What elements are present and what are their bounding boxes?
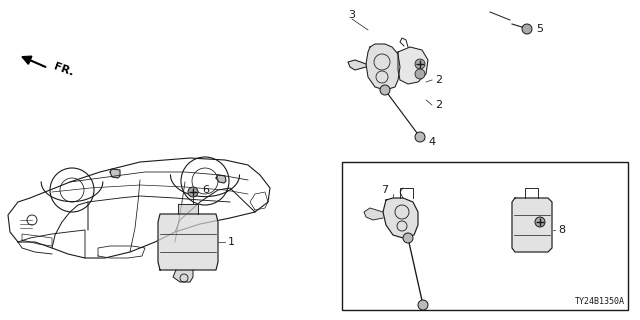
Text: 8: 8 xyxy=(558,225,565,235)
Polygon shape xyxy=(398,47,428,84)
Text: 2: 2 xyxy=(435,75,442,85)
Circle shape xyxy=(380,85,390,95)
Text: 5: 5 xyxy=(536,24,543,34)
Polygon shape xyxy=(173,270,193,282)
Circle shape xyxy=(418,300,428,310)
Circle shape xyxy=(522,24,532,34)
Circle shape xyxy=(188,187,198,197)
Circle shape xyxy=(415,59,425,69)
Circle shape xyxy=(403,233,413,243)
Text: 7: 7 xyxy=(381,185,388,195)
Circle shape xyxy=(415,69,425,79)
Polygon shape xyxy=(178,204,198,214)
Polygon shape xyxy=(348,60,366,70)
Circle shape xyxy=(415,132,425,142)
Circle shape xyxy=(535,217,545,227)
Text: TY24B1350A: TY24B1350A xyxy=(575,297,625,306)
Polygon shape xyxy=(364,208,383,220)
Polygon shape xyxy=(512,198,552,252)
Polygon shape xyxy=(158,214,218,270)
Text: 4: 4 xyxy=(428,137,435,147)
Polygon shape xyxy=(366,44,400,90)
Text: FR.: FR. xyxy=(52,62,75,78)
Polygon shape xyxy=(216,175,226,183)
Text: 6: 6 xyxy=(202,185,209,195)
Polygon shape xyxy=(383,198,418,238)
Polygon shape xyxy=(110,169,120,178)
Text: 3: 3 xyxy=(349,10,355,20)
Bar xyxy=(342,162,628,310)
Text: 2: 2 xyxy=(435,100,442,110)
Text: 1: 1 xyxy=(228,237,235,247)
